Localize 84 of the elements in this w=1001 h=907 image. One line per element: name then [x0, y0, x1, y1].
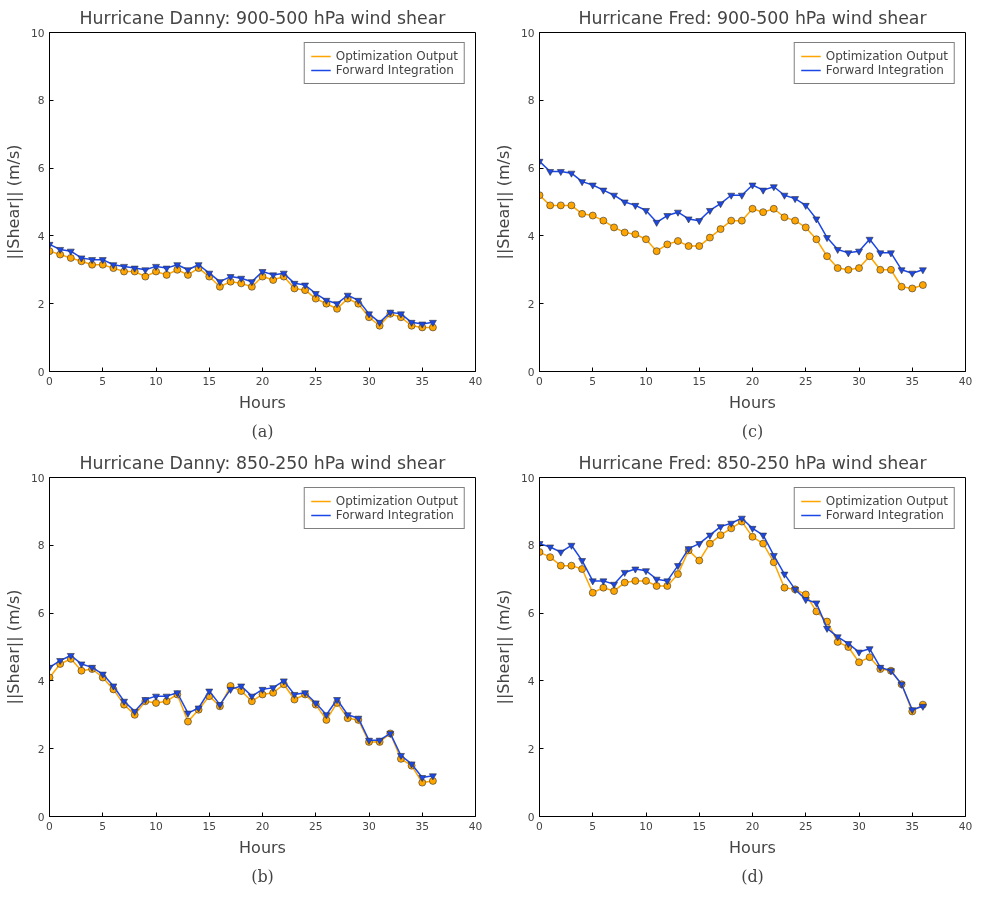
- x-axis-title: Hours: [239, 837, 286, 857]
- x-tick-label: 10: [639, 819, 653, 833]
- y-tick-label: 2: [37, 742, 45, 756]
- legend-label: Forward Integration: [825, 508, 944, 522]
- x-tick-label: 5: [589, 819, 597, 833]
- chart-title: Hurricane Danny: 900-500 hPa wind shear: [79, 7, 447, 28]
- x-axis-title: Hours: [239, 392, 286, 412]
- x-tick-label: 35: [415, 374, 430, 388]
- y-tick-label: 10: [520, 471, 535, 485]
- y-tick-label: 6: [37, 607, 45, 621]
- x-tick-label: 30: [852, 374, 866, 388]
- text: (d): [741, 866, 764, 886]
- x-tick-label: 20: [255, 374, 270, 388]
- chart-title: Hurricane Fred: 900-500 hPa wind shear: [578, 7, 928, 28]
- legend-label: Forward Integration: [335, 508, 454, 522]
- x-tick-label: 15: [202, 819, 217, 833]
- x-tick-label: 40: [958, 374, 973, 388]
- legend-label: Optimization Output: [335, 49, 458, 63]
- y-tick-label: 0: [37, 810, 45, 824]
- y-tick-label: 2: [527, 297, 535, 311]
- y-tick-label: 6: [527, 162, 535, 176]
- y-tick-label: 8: [527, 539, 535, 553]
- x-tick-label: 30: [852, 819, 866, 833]
- legend-label: Optimization Output: [335, 494, 458, 508]
- x-tick-label: 25: [308, 819, 323, 833]
- x-tick-label: 15: [692, 374, 707, 388]
- y-axis-title: ||Shear|| (m/s): [3, 144, 23, 260]
- x-tick-label: 25: [798, 819, 813, 833]
- y-tick-label: 10: [30, 471, 45, 485]
- y-tick-label: 10: [520, 26, 535, 40]
- x-tick-label: 30: [362, 819, 376, 833]
- y-tick-label: 0: [37, 365, 45, 379]
- y-axis-title: ||Shear|| (m/s): [493, 589, 513, 705]
- chart-title: Hurricane Fred: 850-250 hPa wind shear: [578, 452, 928, 473]
- x-tick-label: 25: [308, 374, 323, 388]
- x-tick-label: 40: [468, 374, 483, 388]
- x-tick-label: 0: [46, 819, 54, 833]
- x-tick-label: 40: [468, 819, 483, 833]
- legend-label: Forward Integration: [825, 63, 944, 77]
- legend-label: Optimization Output: [825, 49, 948, 63]
- x-tick-label: 10: [149, 819, 163, 833]
- text: (b): [251, 866, 274, 886]
- x-tick-label: 35: [415, 819, 430, 833]
- x-axis-title: Hours: [729, 837, 776, 857]
- x-tick-label: 15: [692, 819, 707, 833]
- x-tick-label: 5: [589, 374, 597, 388]
- x-tick-label: 10: [149, 374, 163, 388]
- y-tick-label: 2: [527, 742, 535, 756]
- legend-label: Optimization Output: [825, 494, 948, 508]
- x-tick-label: 10: [639, 374, 653, 388]
- x-tick-label: 5: [99, 374, 107, 388]
- x-tick-label: 0: [536, 374, 544, 388]
- x-tick-label: 30: [362, 374, 376, 388]
- y-tick-label: 0: [527, 810, 535, 824]
- y-tick-label: 8: [37, 539, 45, 553]
- y-tick-label: 4: [37, 674, 45, 688]
- y-tick-label: 4: [37, 229, 45, 243]
- text: (a): [251, 421, 274, 441]
- x-tick-label: 35: [905, 819, 920, 833]
- x-axis-title: Hours: [729, 392, 776, 412]
- y-tick-label: 4: [527, 229, 535, 243]
- y-tick-label: 0: [527, 365, 535, 379]
- x-tick-label: 15: [202, 374, 217, 388]
- x-tick-label: 35: [905, 374, 920, 388]
- y-tick-label: 8: [527, 94, 535, 108]
- x-tick-label: 25: [798, 374, 813, 388]
- chart-title: Hurricane Danny: 850-250 hPa wind shear: [79, 452, 447, 473]
- y-tick-label: 4: [527, 674, 535, 688]
- x-tick-label: 20: [745, 819, 760, 833]
- y-tick-label: 6: [37, 162, 45, 176]
- y-axis-title: ||Shear|| (m/s): [3, 589, 23, 705]
- y-tick-label: 6: [527, 607, 535, 621]
- legend-label: Forward Integration: [335, 63, 454, 77]
- y-tick-label: 2: [37, 297, 45, 311]
- y-tick-label: 8: [37, 94, 45, 108]
- x-tick-label: 5: [99, 819, 107, 833]
- x-tick-label: 0: [536, 819, 544, 833]
- x-tick-label: 20: [255, 819, 270, 833]
- x-tick-label: 40: [958, 819, 973, 833]
- text: (c): [741, 421, 764, 441]
- y-axis-title: ||Shear|| (m/s): [493, 144, 513, 260]
- y-tick-label: 10: [30, 26, 45, 40]
- x-tick-label: 0: [46, 374, 54, 388]
- x-tick-label: 20: [745, 374, 760, 388]
